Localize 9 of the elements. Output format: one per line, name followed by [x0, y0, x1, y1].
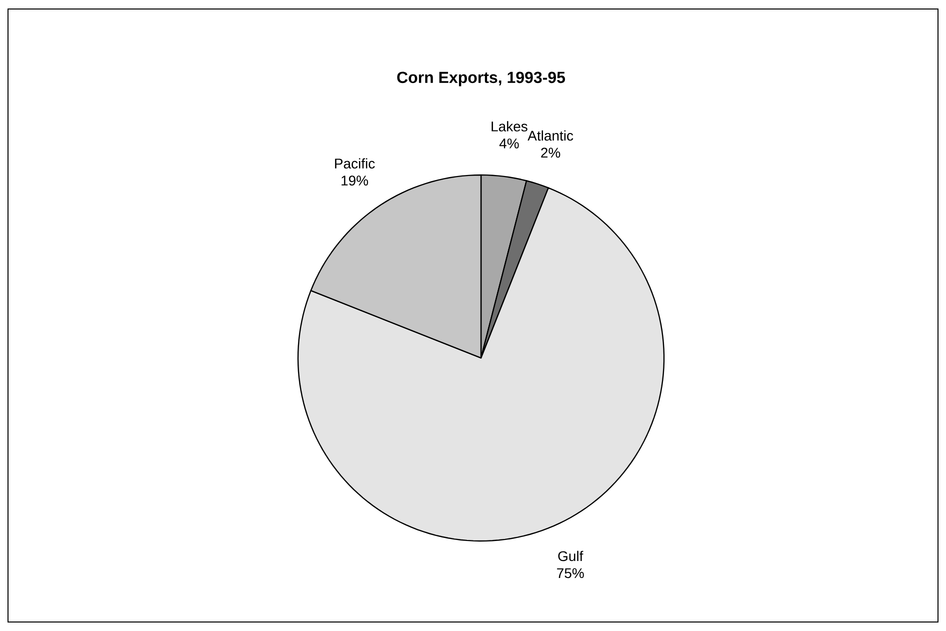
slice-label: Atlantic: [528, 130, 574, 141]
chart-title: Corn Exports, 1993-95: [397, 72, 566, 86]
data-label: 19%: [342, 176, 368, 186]
data-label: 75%: [557, 568, 584, 578]
slice-label: Pacific: [335, 158, 375, 169]
data-label: 4%: [499, 138, 519, 148]
slice-label: Lakes: [492, 121, 528, 132]
slice-label: Gulf: [558, 550, 584, 562]
data-label: 2%: [541, 148, 560, 158]
